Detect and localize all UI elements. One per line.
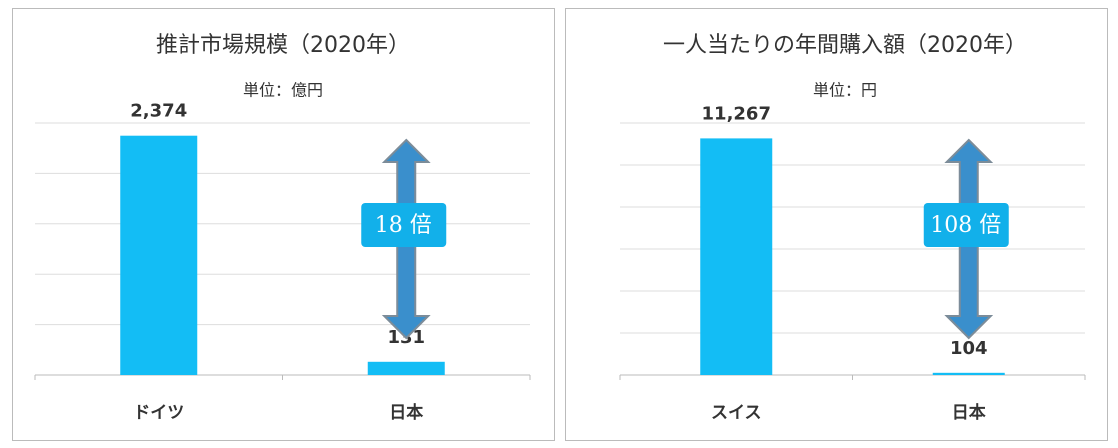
- x-tick-label: スイス: [711, 403, 762, 423]
- x-tick-label: 日本: [389, 402, 423, 423]
- bar: [120, 135, 198, 375]
- bar: [367, 361, 445, 375]
- annotation-box: [361, 203, 447, 247]
- annotation: 108 倍: [930, 213, 1001, 238]
- chart-title: 推計市場規模（2020年）: [156, 33, 410, 58]
- bar: [932, 372, 1005, 375]
- x-tick-label: ドイツ: [133, 403, 184, 423]
- bar: [700, 138, 773, 375]
- value-label: 11,267: [702, 103, 771, 124]
- x-tick-label: 日本: [952, 402, 986, 423]
- chart-subtitle: 単位：億円: [243, 81, 323, 100]
- value-label: 2,374: [130, 101, 187, 122]
- annotation-box: [923, 203, 1009, 247]
- chart-subtitle: 単位：円: [813, 81, 877, 100]
- panel: [565, 8, 1108, 441]
- value-label: 104: [950, 338, 988, 359]
- chart-title: 一人当たりの年間購入額（2020年）: [663, 33, 1027, 58]
- panel: [12, 8, 555, 441]
- annotation: 18 倍: [375, 213, 432, 238]
